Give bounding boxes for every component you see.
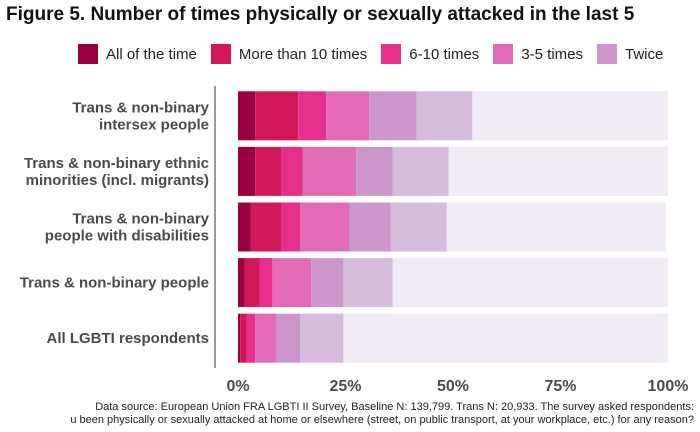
bar-segment [446, 202, 666, 252]
bar-segment [472, 91, 668, 141]
bar-segment [343, 258, 393, 308]
bar-segment [246, 313, 256, 363]
bar-segment [311, 258, 344, 308]
category-label: people with disabilities [45, 228, 209, 245]
bar-segment [238, 313, 241, 363]
legend-swatch [210, 44, 231, 64]
bar-segment [276, 313, 301, 363]
bar-segment [238, 202, 251, 252]
legend-item-twice: Twice [597, 44, 663, 64]
chart-title: Figure 5. Number of times physically or … [6, 4, 635, 25]
legend-swatch [78, 44, 98, 64]
bar-segment [255, 146, 281, 196]
source-line-2: u been physically or sexually attacked a… [70, 414, 694, 426]
bar-segment [250, 202, 281, 252]
bar-segment [281, 202, 301, 252]
bar-segment [300, 202, 350, 252]
legend-swatch [597, 44, 617, 64]
legend-label: All of the time [106, 45, 197, 63]
bar-segment [240, 313, 247, 363]
legend-item-3-5-times: 3-5 times [493, 44, 583, 64]
x-tick-label: 100% [648, 378, 689, 395]
bar-segment [390, 202, 447, 252]
bar-segment [255, 313, 277, 363]
legend-item-more-than-10-times: More than 10 times [210, 44, 368, 64]
bar-segment [238, 91, 256, 141]
bar-segment [281, 146, 303, 196]
bar-segment [416, 91, 473, 141]
x-tick-label: 0% [226, 378, 249, 395]
bar-segment [343, 313, 668, 363]
legend-label: More than 10 times [238, 45, 368, 63]
source-note: Data source: European Union FRA LGBTI II… [0, 401, 700, 427]
legend-item-6-10-times: 6-10 times [381, 44, 479, 64]
bar-segment [244, 258, 260, 308]
bar-segment [392, 258, 668, 308]
x-tick-label: 75% [544, 378, 576, 395]
bar-segment [238, 146, 256, 196]
bar-segment [298, 91, 327, 141]
bar-segment [392, 146, 449, 196]
bar-segment [369, 91, 417, 141]
category-label: Trans & non-binary people [20, 275, 209, 292]
source-line-1: Data source: European Union FRA LGBTI II… [95, 401, 694, 413]
bar-segment [302, 146, 357, 196]
legend-swatch [381, 44, 402, 64]
bar-segment [448, 146, 668, 196]
category-label: Trans & non-binary [72, 211, 209, 228]
bar-segment [300, 313, 344, 363]
legend-swatch [493, 44, 514, 64]
bar-segment [326, 91, 370, 141]
category-label: minorities (incl. migrants) [26, 172, 209, 189]
x-tick-label: 25% [329, 378, 361, 395]
x-tick-label: 50% [437, 378, 469, 395]
bar-segment [356, 146, 393, 196]
bar-segment [259, 258, 273, 308]
category-label: Trans & non-binary ethnic [24, 155, 209, 172]
legend: All of the time More than 10 times 6-10 ti… [78, 42, 677, 66]
legend-item-all-of-the-time: All of the time [78, 44, 197, 64]
bar-segment [255, 91, 299, 141]
legend-label: 3-5 times [521, 45, 583, 63]
legend-label: Twice [625, 45, 664, 63]
category-label: All LGBTI respondents [46, 330, 209, 347]
bar-segment [349, 202, 391, 252]
bar-segment [272, 258, 312, 308]
bar-segment [238, 258, 245, 308]
category-label: intersex people [99, 116, 209, 133]
category-label: Trans & non-binary [72, 99, 209, 116]
legend-label: 6-10 times [409, 45, 480, 63]
